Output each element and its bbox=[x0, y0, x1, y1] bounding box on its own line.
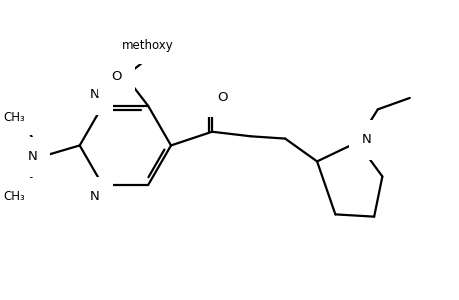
Text: CH₃: CH₃ bbox=[3, 190, 25, 203]
Text: N: N bbox=[28, 150, 37, 163]
Text: CH₃: CH₃ bbox=[3, 110, 25, 124]
Text: O: O bbox=[111, 70, 122, 83]
Text: methoxy: methoxy bbox=[122, 40, 174, 52]
Text: N: N bbox=[361, 134, 371, 146]
Text: N: N bbox=[90, 88, 99, 101]
Text: O: O bbox=[217, 91, 228, 104]
Text: N: N bbox=[90, 190, 99, 203]
